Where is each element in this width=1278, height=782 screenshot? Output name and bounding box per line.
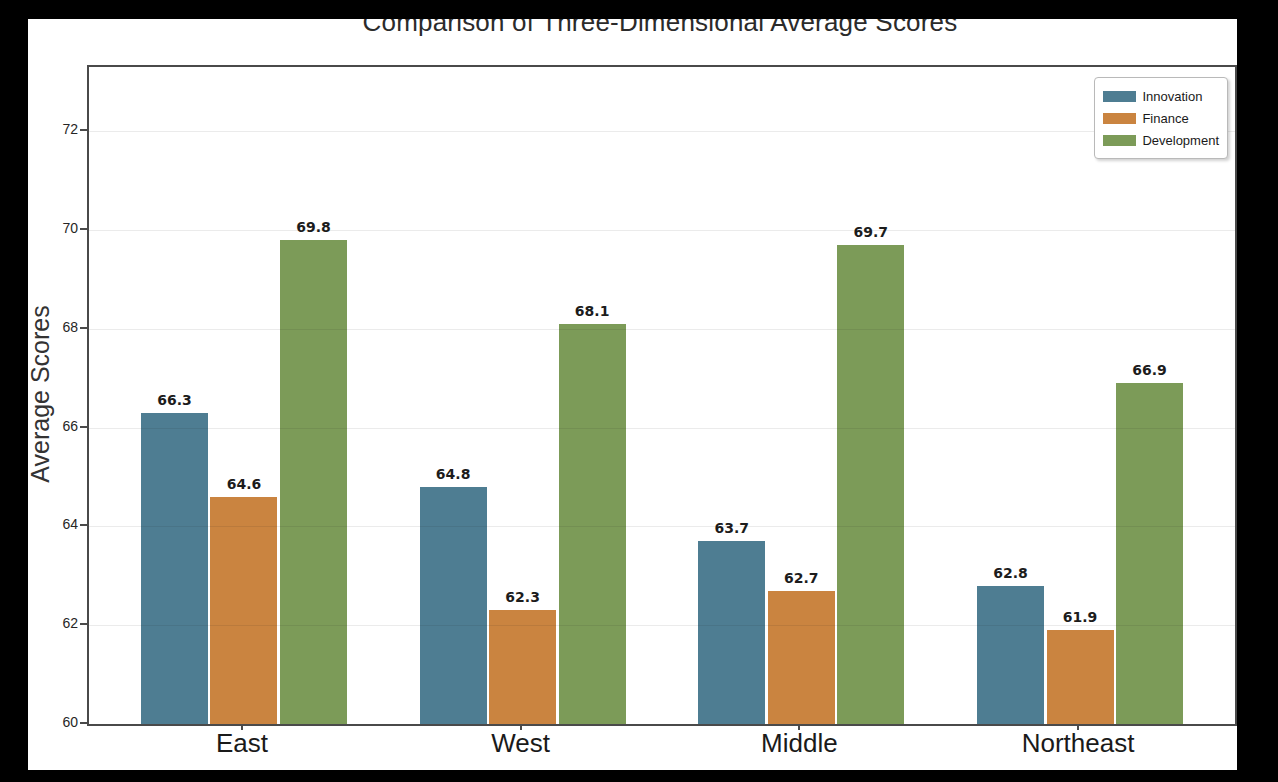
legend-item: Finance: [1103, 107, 1219, 129]
bar: [210, 497, 277, 724]
gridline: [89, 526, 1235, 527]
y-tick-mark: [80, 623, 87, 625]
bar-value-label: 64.8: [418, 466, 488, 482]
gridline: [89, 329, 1235, 330]
gridline: [89, 230, 1235, 231]
bar-value-label: 69.7: [836, 224, 906, 240]
y-tick-label: 60: [34, 713, 78, 731]
bar: [559, 324, 626, 724]
x-tick-label: Middle: [689, 729, 909, 758]
legend-label: Development: [1142, 133, 1219, 148]
legend-label: Innovation: [1142, 89, 1202, 104]
y-tick-label: 64: [34, 515, 78, 533]
plot-area: Innovation Finance Development 66.3 64.6 69.…: [87, 65, 1237, 726]
legend: Innovation Finance Development: [1094, 77, 1228, 159]
y-tick-mark: [80, 129, 87, 131]
x-tick-label: East: [132, 729, 352, 758]
bar: [698, 541, 765, 724]
x-tick-mark: [1077, 724, 1079, 730]
screenshot-root: { "chart_data": { "type": "bar", "title"…: [0, 0, 1278, 782]
legend-swatch: [1103, 91, 1136, 102]
x-tick-mark: [241, 724, 243, 730]
legend-swatch: [1103, 135, 1136, 146]
bar: [768, 591, 835, 724]
y-tick-label: 70: [34, 219, 78, 237]
y-tick-label: 72: [34, 120, 78, 138]
legend-item: Development: [1103, 129, 1219, 151]
bar-value-label: 62.8: [976, 565, 1046, 581]
right-black-border: [1237, 0, 1278, 782]
y-tick-label: 62: [34, 614, 78, 632]
bar-value-label: 62.3: [488, 589, 558, 605]
bar-value-label: 66.9: [1115, 362, 1185, 378]
y-tick-mark: [80, 327, 87, 329]
bar: [141, 413, 208, 724]
left-black-border: [0, 0, 28, 782]
bar: [489, 610, 556, 724]
y-tick-label: 66: [34, 417, 78, 435]
gridline: [89, 131, 1235, 132]
x-tick-label: West: [411, 729, 631, 758]
bar-value-label: 64.6: [209, 476, 279, 492]
x-tick-mark: [520, 724, 522, 730]
bar: [280, 240, 347, 724]
y-tick-mark: [80, 228, 87, 230]
bar-value-label: 61.9: [1045, 609, 1115, 625]
y-tick-mark: [80, 426, 87, 428]
y-tick-mark: [80, 524, 87, 526]
bar-value-label: 63.7: [697, 520, 767, 536]
chart-figure: Comparison of Three-Dimensional Average …: [28, 0, 1237, 770]
gridline: [89, 625, 1235, 626]
bar: [420, 487, 487, 724]
bar: [837, 245, 904, 724]
bar-value-label: 66.3: [139, 392, 209, 408]
x-tick-label: Northeast: [968, 729, 1188, 758]
y-tick-label: 68: [34, 318, 78, 336]
gridline: [89, 428, 1235, 429]
bar-value-label: 69.8: [278, 219, 348, 235]
y-tick-mark: [80, 722, 87, 724]
legend-label: Finance: [1142, 111, 1188, 126]
x-tick-mark: [798, 724, 800, 730]
bar-value-label: 62.7: [766, 570, 836, 586]
bar: [977, 586, 1044, 724]
bar: [1116, 383, 1183, 724]
legend-swatch: [1103, 113, 1136, 124]
legend-item: Innovation: [1103, 85, 1219, 107]
bar-value-label: 68.1: [557, 303, 627, 319]
bar: [1047, 630, 1114, 724]
bottom-black-border: [0, 770, 1278, 782]
top-black-border: [0, 0, 1278, 19]
